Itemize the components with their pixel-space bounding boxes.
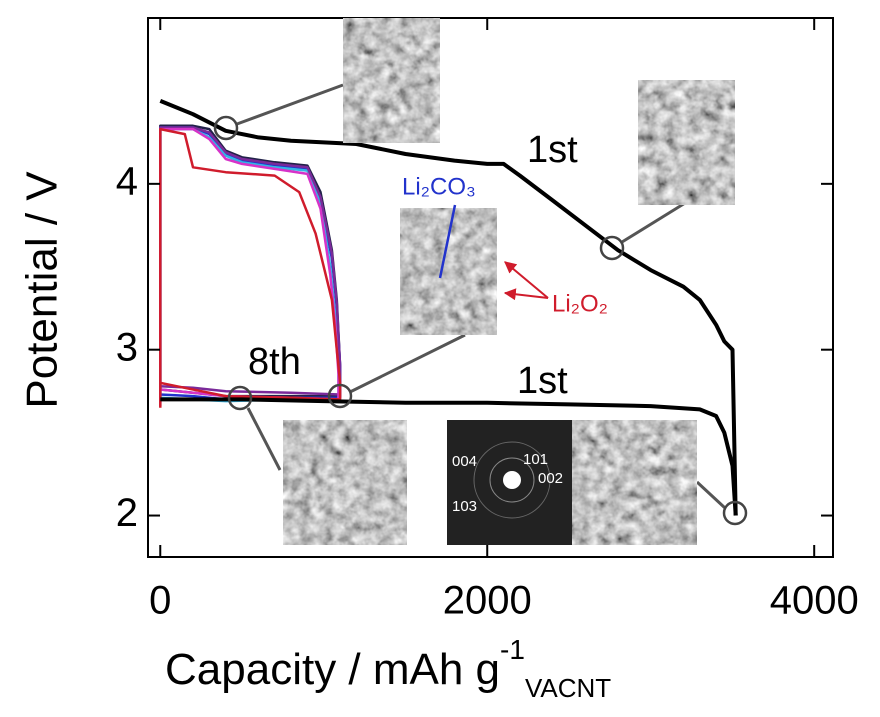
sem-image: [400, 208, 497, 335]
connector: [350, 335, 465, 392]
x-tick-label: 4000: [770, 579, 859, 623]
y-tick-label: 2: [116, 491, 138, 535]
y-tick-label: 4: [116, 159, 138, 203]
annotation: 101: [523, 451, 548, 468]
annotation: 1st: [527, 129, 578, 171]
annotation: 1st: [517, 360, 568, 402]
pointer: [505, 262, 548, 298]
saed-spot: [503, 471, 521, 489]
annotation: 002: [538, 470, 563, 487]
sem-image: [638, 80, 735, 205]
sem-image: [572, 420, 697, 545]
chart: 1st 1st 8th Li₂CO₃ Li₂O₂ 004 101 002 103…: [0, 0, 880, 717]
x-tick-label: 0: [149, 579, 171, 623]
annotation: 004: [452, 453, 477, 470]
x-axis-label: Capacity / mAh g-1VACNT: [165, 634, 611, 702]
x-axis-label-main: Capacity / mAh g: [165, 645, 500, 694]
connector: [697, 482, 725, 508]
y-tick-label: 3: [116, 325, 138, 369]
x-tick-label: 2000: [443, 579, 532, 623]
annotation: 103: [452, 498, 477, 515]
x-axis-label-sup: -1: [500, 634, 525, 665]
annotation: Li₂CO₃: [402, 173, 476, 200]
annotation: Li₂O₂: [552, 290, 608, 317]
x-axis-label-sub: VACNT: [525, 673, 611, 703]
y-axis-label: Potential / V: [18, 171, 67, 409]
sem-image: [343, 18, 440, 143]
connector: [248, 408, 280, 470]
connector: [622, 200, 690, 242]
sem-image: [283, 420, 407, 545]
connector: [237, 85, 343, 124]
annotation: 8th: [248, 341, 301, 383]
